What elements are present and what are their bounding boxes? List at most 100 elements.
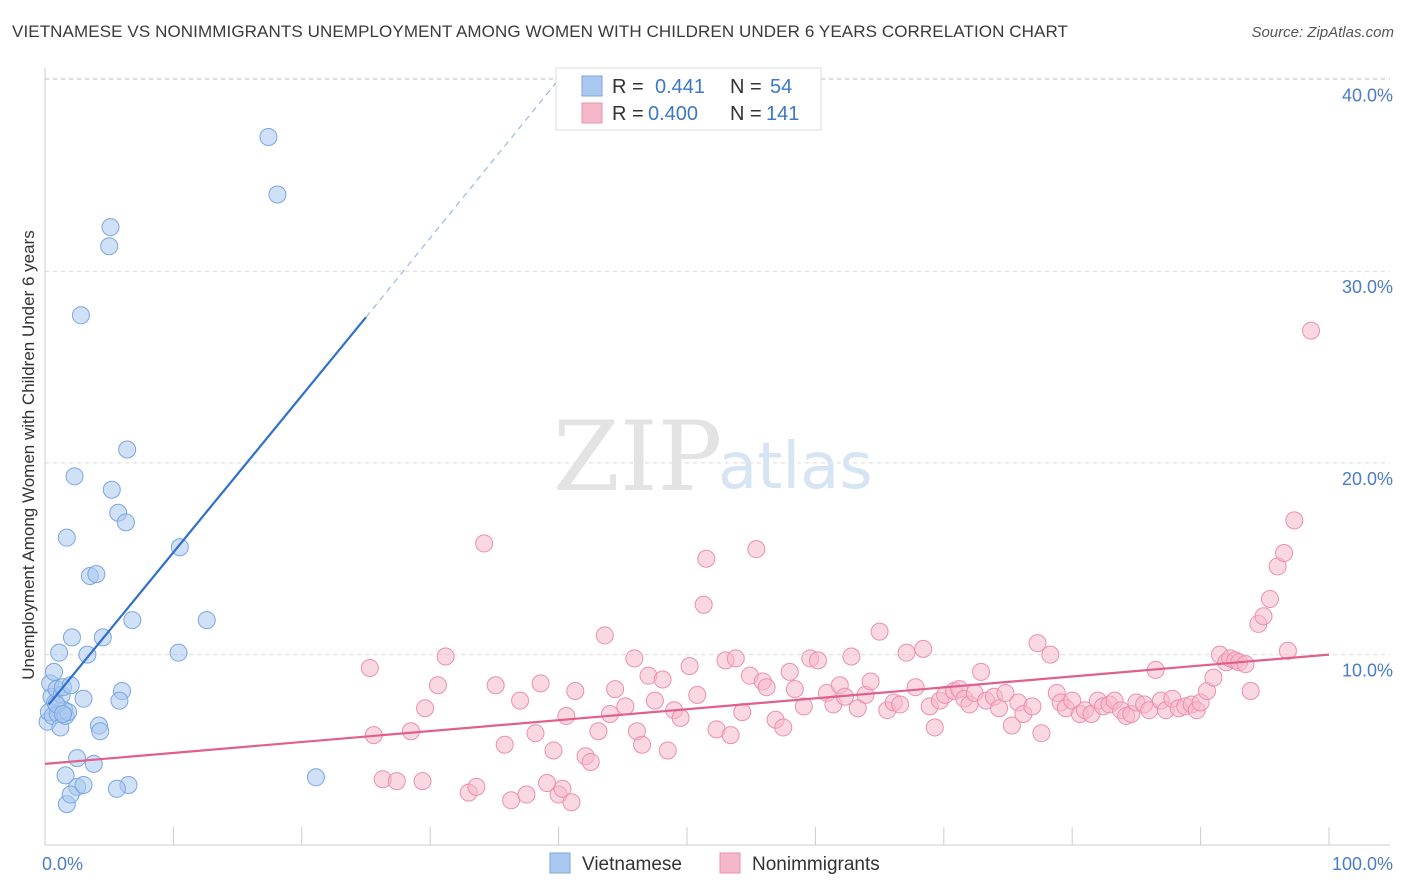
point-vietnamese-51 [306,768,325,787]
legend-n-label-1: N = [730,76,762,98]
point-nonimmigrants-67 [848,699,867,718]
point-nonimmigrants-138 [1278,641,1297,660]
point-nonimmigrants-29 [595,626,614,645]
bottom-legend: Vietnamese Nonimmigrants [549,852,880,875]
point-nonimmigrants-20 [544,741,563,760]
point-nonimmigrants-78 [925,718,944,737]
point-nonimmigrants-97 [1041,645,1060,664]
point-nonimmigrants-28 [589,722,608,741]
legend-n-label-2: N = [730,103,762,125]
point-vietnamese-49 [259,128,278,147]
point-nonimmigrants-44 [694,595,713,614]
point-nonimmigrants-91 [1002,716,1021,735]
legend-r-label-1: R = [612,76,644,98]
point-vietnamese-25 [84,754,103,773]
point-vietnamese-21 [71,306,90,325]
trend-line-vietnamese [48,316,367,706]
x-tick-label-0: 0.0% [42,854,83,874]
point-nonimmigrants-27 [581,752,600,771]
x-tick-label-1: 100.0% [1332,854,1393,874]
point-vietnamese-9 [50,643,69,662]
point-nonimmigrants-42 [680,657,699,676]
point-nonimmigrants-11 [475,534,494,553]
point-nonimmigrants-15 [511,691,530,710]
point-nonimmigrants-140 [1302,321,1321,340]
point-vietnamese-43 [68,749,87,768]
point-nonimmigrants-66 [842,647,861,666]
point-nonimmigrants-69 [861,672,880,691]
point-nonimmigrants-6 [416,699,435,718]
point-nonimmigrants-61 [808,651,827,670]
point-nonimmigrants-33 [625,649,644,668]
point-nonimmigrants-75 [906,678,925,697]
point-nonimmigrants-38 [653,670,672,689]
point-vietnamese-39 [110,691,129,710]
point-vietnamese-5 [44,662,63,681]
point-vietnamese-19 [65,467,84,486]
point-nonimmigrants-131 [1236,655,1255,674]
point-nonimmigrants-58 [785,680,804,699]
bottom-legend-label-vietnamese: Vietnamese [582,854,682,875]
point-nonimmigrants-12 [486,676,505,695]
point-nonimmigrants-90 [996,683,1015,702]
point-nonimmigrants-52 [747,540,766,559]
point-nonimmigrants-16 [517,785,536,804]
point-nonimmigrants-30 [600,705,619,724]
correlation-legend: R = 0.441 N = 54 R = 0.400 N = 141 [555,67,822,131]
point-nonimmigrants-0 [360,659,379,678]
point-vietnamese-35 [116,513,135,532]
point-nonimmigrants-35 [633,735,652,754]
legend-n-value-1: 54 [770,76,792,98]
point-vietnamese-48 [197,611,216,630]
point-vietnamese-18 [62,628,81,647]
point-nonimmigrants-13 [495,735,514,754]
point-nonimmigrants-31 [606,680,625,699]
point-nonimmigrants-57 [780,662,799,681]
point-nonimmigrants-24 [562,793,581,812]
point-nonimmigrants-7 [428,676,447,695]
x-tick-labels: 0.0% 100.0% [42,854,1393,874]
y-tick-labels: 10.0% 20.0% 30.0% 40.0% [1342,86,1393,681]
point-nonimmigrants-18 [531,674,550,693]
legend-r-label-2: R = [612,103,644,125]
point-nonimmigrants-73 [891,695,910,714]
point-vietnamese-53 [53,705,72,724]
point-nonimmigrants-86 [972,662,991,681]
point-vietnamese-36 [118,440,137,459]
point-nonimmigrants-74 [897,643,916,662]
point-nonimmigrants-39 [658,741,677,760]
bottom-legend-label-nonimmigrants: Nonimmigrants [752,854,880,875]
legend-r-value-2: 0.400 [648,103,698,125]
point-vietnamese-28 [91,722,110,741]
point-vietnamese-44 [74,775,93,794]
y-tick-label-2: 30.0% [1342,277,1393,297]
point-nonimmigrants-94 [1023,697,1042,716]
point-nonimmigrants-32 [616,697,635,716]
point-nonimmigrants-25 [566,682,585,701]
legend-n-value-2: 141 [766,103,799,125]
point-nonimmigrants-10 [467,777,486,796]
series-nonimmigrants [360,321,1321,812]
point-nonimmigrants-5 [413,772,432,791]
point-nonimmigrants-8 [436,647,455,666]
y-axis-label: Unemployment Among Women with Children U… [19,230,38,679]
point-nonimmigrants-43 [688,685,707,704]
point-vietnamese-26 [87,565,106,584]
point-vietnamese-23 [78,645,97,664]
point-nonimmigrants-95 [1028,634,1047,653]
trend-line-nonimmigrants [44,653,1330,765]
source-credit: Source: ZipAtlas.com [1251,24,1394,41]
point-nonimmigrants-125 [1204,668,1223,687]
point-nonimmigrants-70 [870,622,889,641]
trend-line-vietnamese-extension [365,79,560,318]
point-nonimmigrants-17 [526,724,545,743]
point-nonimmigrants-50 [733,703,752,722]
point-nonimmigrants-137 [1275,543,1294,562]
point-vietnamese-50 [268,185,287,204]
point-nonimmigrants-134 [1254,607,1273,626]
watermark-zip: ZIP [553,401,722,513]
point-nonimmigrants-37 [645,691,664,710]
point-vietnamese-31 [100,237,119,256]
point-nonimmigrants-135 [1260,590,1279,609]
